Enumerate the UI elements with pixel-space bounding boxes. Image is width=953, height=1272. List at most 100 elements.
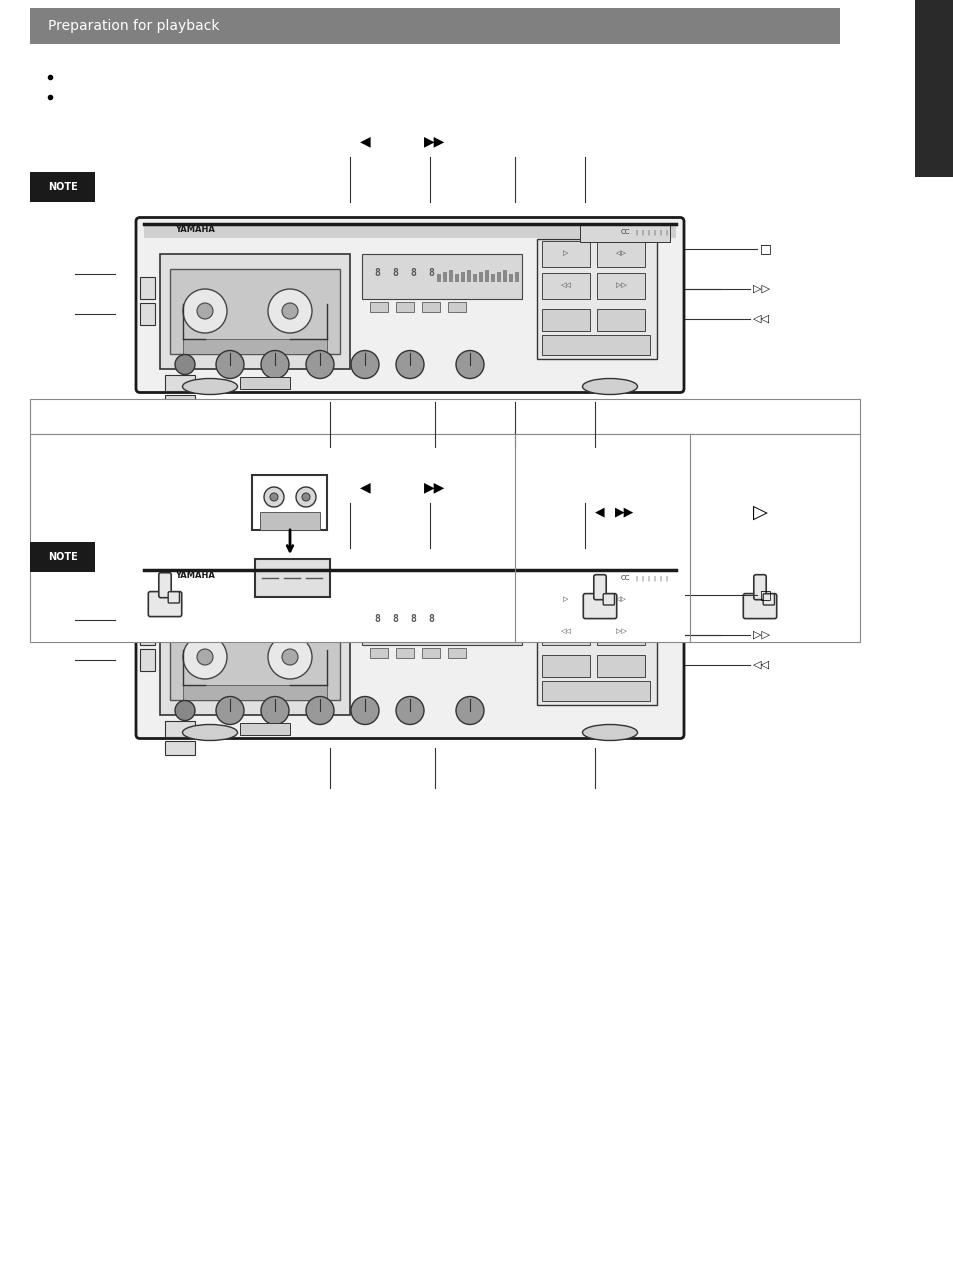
Bar [537,239,657,359]
Bar [144,224,676,238]
Circle shape [261,697,289,725]
Bar [160,253,350,369]
Bar [260,511,319,529]
Text: ◁◁: ◁◁ [560,628,571,635]
Text: |: | [635,576,637,581]
FancyBboxPatch shape [158,572,171,598]
Bar [395,301,414,312]
Bar [140,649,154,670]
Bar [140,303,154,324]
FancyBboxPatch shape [168,591,179,603]
Bar [160,599,350,715]
Bar [170,268,339,354]
Bar [240,377,290,388]
Bar [140,622,154,645]
Bar [541,655,589,677]
Text: CC: CC [619,575,629,581]
Text: |: | [664,230,666,235]
Circle shape [264,487,284,508]
Bar [448,647,465,658]
Bar [497,617,500,627]
Bar [541,309,589,331]
Bar [370,301,388,312]
Circle shape [215,697,244,725]
Bar [370,647,388,658]
Text: |: | [640,576,642,581]
Text: ▷: ▷ [562,251,568,257]
Bar [541,272,589,299]
Text: 8: 8 [428,614,434,625]
Bar [597,586,644,613]
Circle shape [351,351,378,379]
Bar [361,599,521,645]
Bar [30,172,95,202]
Bar [144,570,676,584]
Text: |: | [659,230,660,235]
Bar [541,618,589,645]
Text: |: | [659,576,660,581]
Bar [502,616,506,627]
Circle shape [282,303,297,319]
Bar [537,585,657,705]
Text: 8: 8 [374,268,379,279]
Bar [478,271,482,281]
Circle shape [215,351,244,379]
Bar [467,270,471,281]
Ellipse shape [582,379,637,394]
Bar [165,374,194,391]
Text: ◁▷: ◁▷ [615,251,626,257]
Bar [442,271,447,281]
Bar [515,617,518,627]
Bar [541,335,649,355]
Text: ▷: ▷ [752,502,767,522]
Text: |: | [646,576,648,581]
Text: ▶▶: ▶▶ [615,505,634,519]
Text: |: | [635,230,637,235]
Text: NOTE: NOTE [48,552,77,562]
Text: 8: 8 [392,268,397,279]
Bar [473,273,476,281]
Bar [467,616,471,627]
Bar [183,338,327,354]
Text: 8: 8 [410,614,416,625]
Text: Preparation for playback: Preparation for playback [48,19,219,33]
Circle shape [302,494,310,501]
Text: |: | [646,230,648,235]
Text: ◀: ◀ [359,135,370,149]
Circle shape [456,697,483,725]
Bar [30,399,859,434]
Circle shape [268,289,312,333]
Bar [30,434,859,642]
Bar [395,647,414,658]
Circle shape [196,303,213,319]
Text: ◀: ◀ [595,505,604,519]
Bar [484,616,489,627]
Bar [436,273,440,281]
Circle shape [456,351,483,379]
Bar [140,276,154,299]
Bar [509,273,513,281]
Bar [165,740,194,754]
FancyBboxPatch shape [753,575,765,599]
Bar [455,273,458,281]
Circle shape [174,355,194,374]
Text: 8: 8 [374,614,379,625]
Bar [165,720,194,736]
Circle shape [183,289,227,333]
Bar [421,301,439,312]
Text: |: | [664,576,666,581]
FancyBboxPatch shape [582,594,616,618]
Text: ◁▷: ◁▷ [615,597,626,603]
Bar [597,655,644,677]
Text: ▷: ▷ [562,597,568,603]
Bar [597,309,644,331]
Bar [491,273,495,281]
FancyBboxPatch shape [148,591,181,617]
Bar [421,647,439,658]
Circle shape [306,697,334,725]
Bar [579,224,669,242]
Circle shape [295,487,315,508]
Text: ◀: ◀ [359,481,370,495]
Bar [460,271,464,281]
Text: ▶▶: ▶▶ [424,481,445,495]
